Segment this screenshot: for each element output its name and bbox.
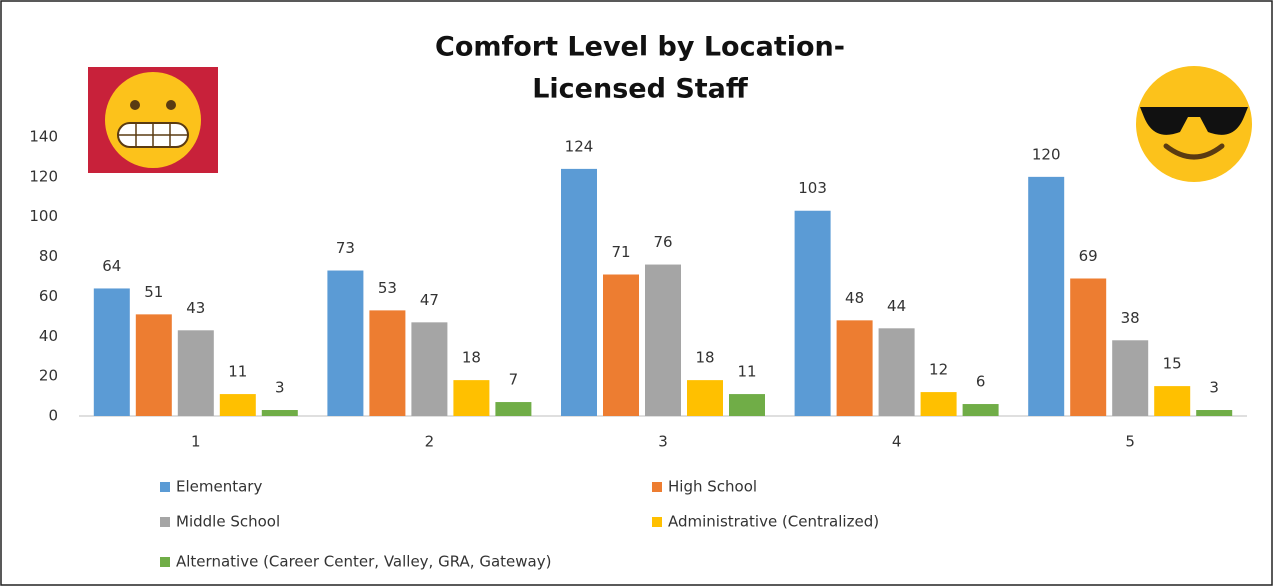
sunglasses-emoji [1136,66,1252,182]
data-label: 69 [1079,247,1098,265]
bar [1028,176,1065,416]
data-label: 73 [336,239,355,257]
bar [177,330,214,416]
data-label: 71 [611,243,630,261]
data-label: 18 [462,349,481,367]
bar [729,394,765,416]
x-tick-label: 3 [658,433,668,451]
bar [794,210,831,416]
data-label: 48 [845,289,864,307]
bar [327,270,364,416]
legend-label: Administrative (Centralized) [668,513,879,531]
bar [1196,410,1233,416]
data-label: 11 [228,363,247,381]
data-label: 43 [186,299,205,317]
data-label: 11 [737,363,756,381]
data-label: 120 [1032,145,1061,163]
legend-label: High School [668,478,757,496]
data-label: 124 [565,137,594,155]
bar [920,392,957,416]
data-label: 38 [1121,309,1140,327]
legend-label: Alternative (Career Center, Valley, GRA,… [176,553,551,571]
legend-swatch [160,557,170,567]
chart-title: Licensed Staff [532,74,749,105]
bar [1154,386,1191,416]
bar [645,264,681,416]
legend-swatch [160,517,170,527]
bar [93,288,130,416]
bar [962,404,999,416]
y-tick-label: 80 [39,247,58,265]
y-tick-label: 0 [48,407,58,425]
data-label: 44 [887,297,906,315]
data-label: 12 [929,361,948,379]
x-tick-label: 1 [191,433,201,451]
y-tick-label: 20 [39,367,58,385]
x-tick-label: 5 [1125,433,1135,451]
bar [411,322,448,416]
data-label: 15 [1163,355,1182,373]
bar [687,380,723,416]
data-label: 18 [695,349,714,367]
data-label: 47 [420,291,439,309]
legend-label: Elementary [176,478,262,496]
data-label: 76 [653,233,672,251]
x-tick-label: 4 [892,433,902,451]
data-label: 6 [976,373,986,391]
bar [878,328,915,416]
bar [219,394,256,416]
y-tick-label: 60 [39,287,58,305]
bar [1112,340,1149,416]
data-label: 53 [378,279,397,297]
chart-title: Comfort Level by Location- [435,32,845,63]
y-tick-label: 40 [39,327,58,345]
bar [836,320,873,416]
bar [135,314,172,416]
bar [261,410,298,416]
y-tick-label: 100 [29,207,58,225]
legend-swatch [160,482,170,492]
y-tick-label: 120 [29,167,58,185]
data-label: 103 [798,179,827,197]
data-label: 3 [1209,379,1219,397]
data-label: 3 [275,379,285,397]
legend-label: Middle School [176,513,280,531]
data-label: 51 [144,283,163,301]
bar [369,310,406,416]
bar [1070,278,1107,416]
data-label: 64 [102,257,121,275]
data-label: 7 [509,371,519,389]
legend-swatch [652,482,662,492]
bar [453,380,490,416]
bar [561,168,597,416]
y-tick-label: 140 [29,128,58,146]
bar [495,402,532,416]
bar [603,274,639,416]
x-tick-label: 2 [425,433,435,451]
grimace-emoji [88,67,218,173]
legend-swatch [652,517,662,527]
